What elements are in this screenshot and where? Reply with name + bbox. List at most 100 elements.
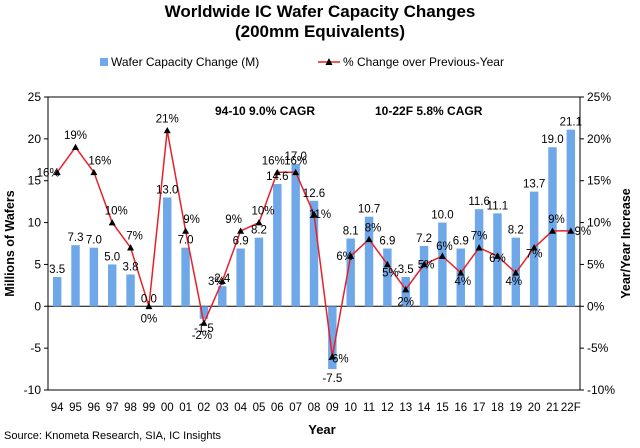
pct-label-95: 19%: [64, 130, 87, 142]
pct-marker-22F: [567, 227, 575, 234]
pct-marker-16: [457, 269, 465, 276]
pct-marker-12: [383, 260, 391, 268]
bar-label-03: 2.4: [214, 273, 231, 285]
pct-marker-05: [255, 219, 263, 226]
pct-label-97: 10%: [105, 206, 128, 218]
bar-label-02: -1.5: [194, 323, 214, 335]
legend-line-label: % Change over Previous-Year: [343, 55, 504, 69]
y-right-tick-label: 20%: [587, 132, 611, 146]
bar-label-98: 3.8: [123, 261, 139, 273]
pct-marker-99: [145, 302, 153, 310]
pct-marker-98: [127, 244, 135, 251]
pct-label-15: 6%: [436, 241, 453, 253]
bar-label-08: 12.6: [303, 188, 325, 200]
pct-marker-08: [310, 210, 318, 217]
x-tick-label: 95: [69, 402, 82, 414]
pct-marker-19: [512, 269, 520, 276]
pct-label-11: 8%: [365, 222, 382, 234]
x-tick-label: 14: [418, 402, 431, 414]
bar-04: [236, 248, 245, 307]
bar-06: [273, 184, 282, 307]
pct-marker-13: [402, 286, 410, 293]
bar-label-15: 10.0: [431, 210, 453, 222]
bar-10: [346, 238, 355, 307]
x-tick-label: 00: [161, 402, 174, 414]
pct-label-22F: 9%: [575, 226, 592, 238]
x-tick-label: 04: [234, 402, 247, 414]
pct-label-18: 6%: [489, 253, 506, 265]
legend-marker-swatch: [325, 58, 333, 65]
bar-98: [126, 274, 135, 307]
pct-label-16: 4%: [454, 276, 471, 288]
pct-label-10: 6%: [336, 251, 353, 263]
bar-17: [474, 209, 484, 307]
bar-96: [89, 247, 99, 307]
x-tick-label: 08: [308, 402, 321, 414]
x-tick-label: 99: [142, 402, 155, 414]
x-tick-label: 19: [509, 402, 522, 414]
bar-label-01: 7.0: [178, 235, 194, 247]
bar-label-95: 7.3: [68, 232, 84, 244]
chart-subtitle: (200mm Equivalents): [234, 22, 406, 41]
x-tick-label: 05: [253, 402, 266, 414]
bar-12: [383, 248, 392, 307]
y-left-tick-label: 25: [28, 90, 42, 104]
bar-08: [309, 200, 319, 307]
pct-marker-02: [200, 319, 208, 326]
pct-marker-20: [530, 244, 538, 251]
y-right-tick-label: -5%: [587, 341, 609, 355]
bar-00: [163, 197, 172, 307]
bar-01: [181, 247, 190, 307]
pct-marker-21: [548, 227, 556, 234]
y-left-tick-label: -5: [30, 341, 41, 355]
pct-marker-01: [182, 227, 190, 234]
pct-label-04: 9%: [225, 214, 242, 226]
x-tick-label: 16: [454, 402, 467, 414]
bar-label-04: 6.9: [233, 236, 249, 248]
chart-title: Worldwide IC Wafer Capacity Changes: [164, 2, 476, 21]
pct-label-19: 4%: [505, 276, 522, 288]
pct-label-94: 16%: [37, 167, 60, 179]
bar-22F: [566, 129, 576, 307]
bar-07: [291, 163, 300, 307]
bar-label-18: 11.1: [487, 200, 509, 212]
legend-bar-label: Wafer Capacity Change (M): [111, 55, 259, 69]
bar-label-14: 7.2: [416, 233, 432, 245]
pct-label-14: 5%: [418, 259, 435, 271]
y-right-tick-label: -10%: [587, 383, 615, 397]
x-axis-title: Year: [308, 422, 335, 437]
pct-marker-17: [475, 244, 483, 251]
y-left-tick-label: -10: [24, 383, 42, 397]
pct-marker-07: [292, 168, 300, 176]
y-left-tick-label: 15: [28, 174, 42, 188]
bar-label-96: 7.0: [86, 235, 102, 247]
y-right-tick-label: 10%: [587, 216, 611, 230]
x-tick-label: 03: [216, 402, 229, 414]
pct-marker-04: [237, 227, 245, 234]
pct-label-02: -2%: [192, 330, 212, 342]
pct-label-21: 9%: [548, 214, 565, 226]
pct-marker-06: [273, 168, 281, 176]
bar-label-12: 6.9: [379, 236, 395, 248]
bar-05: [254, 237, 264, 307]
x-tick-label: 10: [344, 402, 357, 414]
bar-15: [438, 222, 447, 307]
pct-label-00: 21%: [156, 113, 179, 125]
pct-label-05: 10%: [251, 206, 274, 218]
x-tick-label: 02: [198, 402, 211, 414]
x-tick-label: 09: [326, 402, 339, 414]
pct-marker-00: [163, 126, 171, 134]
pct-marker-96: [90, 168, 98, 176]
pct-label-08: 11%: [309, 209, 331, 221]
bar-label-11: 10.7: [358, 204, 380, 216]
x-tick-label: 22F: [561, 402, 581, 414]
bar-09: [328, 306, 337, 370]
pct-label-09: -6%: [328, 354, 348, 366]
x-tick-label: 18: [491, 402, 504, 414]
x-tick-label: 98: [124, 402, 137, 414]
plot-frame: [47, 96, 581, 391]
bar-label-10: 8.1: [343, 225, 359, 237]
bar-14: [419, 246, 429, 307]
y-left-axis-title: Millions of Wafers: [3, 190, 17, 297]
x-tick-label: 11: [363, 402, 375, 414]
